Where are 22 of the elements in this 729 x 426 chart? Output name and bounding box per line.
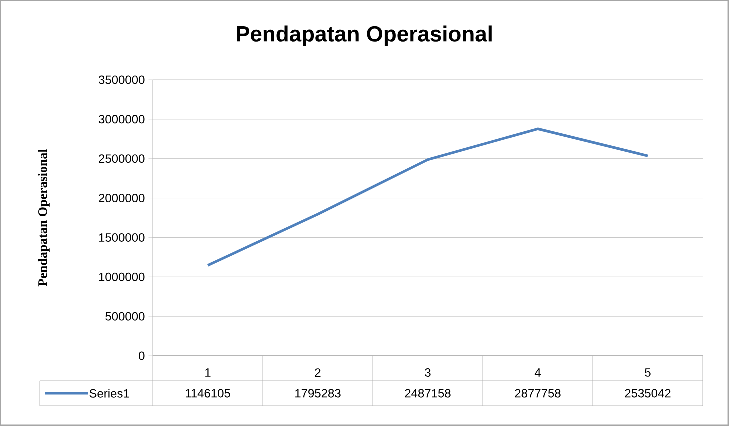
x-tick-label: 3 (425, 368, 431, 377)
y-tick-label: 3500000 (98, 76, 145, 84)
data-label: 2535042 (625, 389, 671, 398)
data-label: 2487158 (405, 389, 451, 398)
x-tick-label: 2 (315, 368, 321, 377)
x-tick-label: 4 (534, 368, 541, 377)
data-label: 1795283 (296, 389, 341, 398)
line-series (206, 128, 650, 267)
y-tick-label: 3000000 (98, 115, 145, 124)
y-tick-label: 2000000 (99, 194, 145, 203)
y-tick-label: 1000000 (99, 272, 145, 282)
y-tick-label: 500000 (106, 312, 145, 321)
y-axis-title: Pendapatan Operasional (38, 149, 50, 287)
chart-title: Pendapatan Operasional (237, 26, 492, 46)
x-tick-label: 1 (206, 368, 211, 377)
y-tick-label: 2500000 (99, 154, 145, 164)
data-label: 2877758 (515, 389, 561, 398)
data-label: 1146105 (186, 389, 230, 398)
x-tick-label: 5 (645, 368, 651, 377)
legend-label: Series1 (90, 389, 130, 398)
y-tick-label: 0 (139, 352, 145, 360)
y-tick-label: 1500000 (99, 233, 145, 242)
